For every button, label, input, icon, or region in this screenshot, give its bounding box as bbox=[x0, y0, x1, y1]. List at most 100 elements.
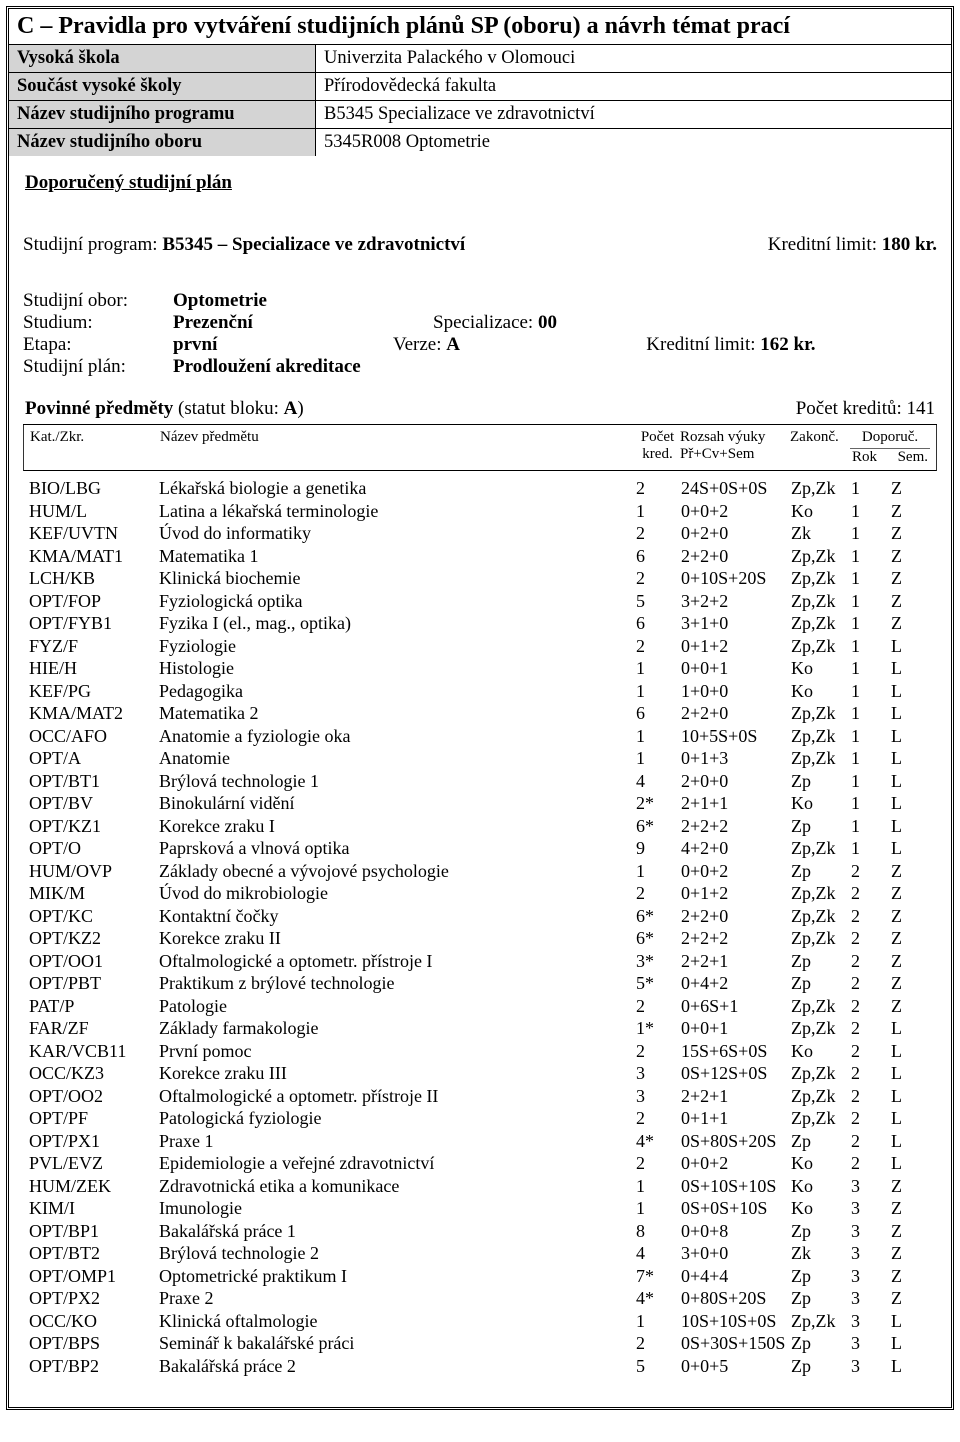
cell-zak: Zp,Zk bbox=[791, 837, 851, 860]
cell-sem: L bbox=[891, 1310, 931, 1333]
cell-rozsah: 2+0+0 bbox=[681, 770, 791, 793]
cell-kred: 2 bbox=[632, 522, 681, 545]
cell-rozsah: 2+2+1 bbox=[681, 1085, 791, 1108]
cell-kred: 4* bbox=[632, 1130, 681, 1153]
cell-kred: 6* bbox=[632, 927, 681, 950]
table-row: OPT/BT2Brýlová technologie 243+0+0Zk3Z bbox=[23, 1242, 937, 1265]
cell-nazev: Binokulární vidění bbox=[159, 792, 632, 815]
cell-kat: OPT/OO1 bbox=[29, 950, 159, 973]
cell-sem: L bbox=[891, 680, 931, 703]
cell-zak: Zp bbox=[791, 1355, 851, 1378]
cell-zak: Zk bbox=[791, 522, 851, 545]
cell-rok: 2 bbox=[851, 1062, 891, 1085]
cell-kat: OPT/A bbox=[29, 747, 159, 770]
content-area: Doporučený studijní plán Studijní progra… bbox=[9, 156, 951, 1407]
program-label: Studijní program: bbox=[23, 234, 158, 255]
cell-zak: Zp bbox=[791, 1332, 851, 1355]
cell-rozsah: 0S+10S+10S bbox=[681, 1175, 791, 1198]
table-row: KMA/MAT1Matematika 162+2+0Zp,Zk1Z bbox=[23, 545, 937, 568]
table-row: OPT/KCKontaktní čočky6*2+2+0Zp,Zk2Z bbox=[23, 905, 937, 928]
cell-zak: Zp,Zk bbox=[791, 1107, 851, 1130]
cell-rok: 3 bbox=[851, 1242, 891, 1265]
cell-kred: 2 bbox=[632, 1040, 681, 1063]
cell-sem: L bbox=[891, 1107, 931, 1130]
cell-nazev: Kontaktní čočky bbox=[159, 905, 632, 928]
cell-rok: 3 bbox=[851, 1197, 891, 1220]
cell-kred: 1 bbox=[632, 657, 681, 680]
cell-kat: OPT/FOP bbox=[29, 590, 159, 613]
cell-rok: 1 bbox=[851, 792, 891, 815]
block-paren-open: (statut bloku: bbox=[178, 398, 284, 419]
cell-sem: Z bbox=[891, 905, 931, 928]
col-rozsah: Rozsah výuky Př+Cv+Sem bbox=[680, 429, 790, 463]
cell-zak: Zp bbox=[791, 1130, 851, 1153]
cell-kred: 1 bbox=[632, 860, 681, 883]
cell-sem: L bbox=[891, 1062, 931, 1085]
cell-sem: Z bbox=[891, 1197, 931, 1220]
cell-rok: 1 bbox=[851, 545, 891, 568]
cell-rozsah: 2+2+2 bbox=[681, 927, 791, 950]
cell-sem: Z bbox=[891, 882, 931, 905]
cell-zak: Ko bbox=[791, 680, 851, 703]
cell-nazev: Matematika 1 bbox=[159, 545, 632, 568]
cell-nazev: Oftalmologické a optometr. přístroje II bbox=[159, 1085, 632, 1108]
meta-block: Studijní obor: Optometrie Studium: Preze… bbox=[23, 290, 937, 378]
column-headers: Kat./Zkr. Název předmětu Počet kred. Roz… bbox=[23, 425, 937, 471]
cell-kred: 3 bbox=[632, 1085, 681, 1108]
program-name: B5345 – Specializace ve zdravotnictví bbox=[162, 234, 465, 255]
cell-kat: OPT/FYB1 bbox=[29, 612, 159, 635]
cell-zak: Zk bbox=[791, 1242, 851, 1265]
cell-zak: Zp bbox=[791, 770, 851, 793]
cell-rozsah: 0+0+1 bbox=[681, 657, 791, 680]
cell-nazev: Základy obecné a vývojové psychologie bbox=[159, 860, 632, 883]
cell-rok: 1 bbox=[851, 522, 891, 545]
cell-rozsah: 10+5S+0S bbox=[681, 725, 791, 748]
cell-kat: PAT/P bbox=[29, 995, 159, 1018]
cell-kat: KMA/MAT1 bbox=[29, 545, 159, 568]
cell-rok: 1 bbox=[851, 657, 891, 680]
cell-zak: Zp,Zk bbox=[791, 545, 851, 568]
cell-kat: BIO/LBG bbox=[29, 477, 159, 500]
cell-nazev: První pomoc bbox=[159, 1040, 632, 1063]
cell-sem: Z bbox=[891, 612, 931, 635]
cell-sem: L bbox=[891, 657, 931, 680]
cell-kred: 2 bbox=[632, 477, 681, 500]
cell-rozsah: 0+0+2 bbox=[681, 500, 791, 523]
cell-rok: 2 bbox=[851, 995, 891, 1018]
cell-rok: 3 bbox=[851, 1265, 891, 1288]
col-sem: Sem. bbox=[898, 449, 928, 466]
cell-kat: HUM/L bbox=[29, 500, 159, 523]
cell-zak: Zp bbox=[791, 815, 851, 838]
cell-nazev: Optometrické praktikum I bbox=[159, 1265, 632, 1288]
table-row: KMA/MAT2Matematika 262+2+0Zp,Zk1L bbox=[23, 702, 937, 725]
cell-kat: OPT/PX1 bbox=[29, 1130, 159, 1153]
cell-kred: 6* bbox=[632, 905, 681, 928]
cell-kred: 1 bbox=[632, 1310, 681, 1333]
table-row: MIK/MÚvod do mikrobiologie20+1+2Zp,Zk2Z bbox=[23, 882, 937, 905]
cell-rozsah: 15S+6S+0S bbox=[681, 1040, 791, 1063]
credit-limit-label: Kreditní limit: bbox=[768, 234, 877, 255]
cell-sem: L bbox=[891, 725, 931, 748]
cell-rok: 1 bbox=[851, 680, 891, 703]
cell-kred: 5 bbox=[632, 590, 681, 613]
cell-kred: 4 bbox=[632, 1242, 681, 1265]
cell-kat: OPT/BP1 bbox=[29, 1220, 159, 1243]
cell-rok: 2 bbox=[851, 1107, 891, 1130]
cell-nazev: Korekce zraku II bbox=[159, 927, 632, 950]
cell-zak: Ko bbox=[791, 792, 851, 815]
cell-nazev: Brýlová technologie 2 bbox=[159, 1242, 632, 1265]
table-row: KAR/VCB11První pomoc215S+6S+0SKo2L bbox=[23, 1040, 937, 1063]
cell-kred: 4 bbox=[632, 770, 681, 793]
cell-nazev: Zdravotnická etika a komunikace bbox=[159, 1175, 632, 1198]
cell-nazev: Anatomie bbox=[159, 747, 632, 770]
table-row: OPT/PFPatologická fyziologie20+1+1Zp,Zk2… bbox=[23, 1107, 937, 1130]
cell-rok: 2 bbox=[851, 927, 891, 950]
cell-rok: 1 bbox=[851, 567, 891, 590]
cell-nazev: Korekce zraku I bbox=[159, 815, 632, 838]
header-row: Název studijního oboru5345R008 Optometri… bbox=[9, 129, 951, 156]
cell-zak: Zp,Zk bbox=[791, 882, 851, 905]
cell-rozsah: 0+4+2 bbox=[681, 972, 791, 995]
col-dop-label: Doporuč. bbox=[862, 429, 918, 445]
table-row: HUM/OVPZáklady obecné a vývojové psychol… bbox=[23, 860, 937, 883]
table-row: HIE/HHistologie10+0+1Ko1L bbox=[23, 657, 937, 680]
